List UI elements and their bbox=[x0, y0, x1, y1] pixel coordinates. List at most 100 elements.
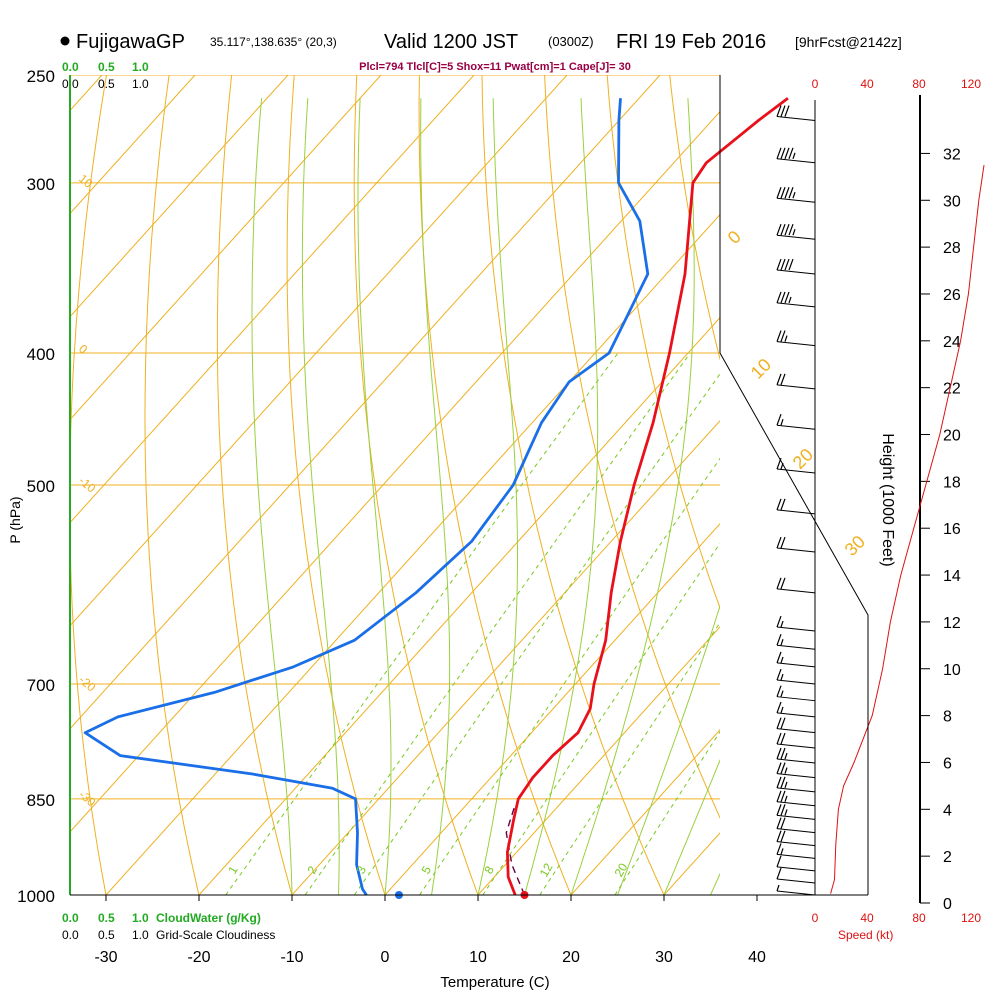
wind-barb bbox=[776, 615, 816, 632]
valid-utc: (0300Z) bbox=[548, 34, 594, 49]
pressure-tick-label: 500 bbox=[27, 477, 55, 496]
temperature-axis: -30 -20 -10 0 10 20 30 40 bbox=[94, 895, 766, 966]
temperature-tick-label: 30 bbox=[655, 949, 673, 966]
speed-top-tick: 80 bbox=[912, 77, 926, 91]
cloudiness-bottom-tick: 0.0 bbox=[62, 928, 79, 942]
theta-label: 0 bbox=[724, 227, 745, 248]
dewpoint-profile bbox=[83, 98, 650, 896]
isotherm-line bbox=[477, 626, 720, 895]
wind-barb bbox=[776, 291, 816, 308]
pressure-axis: 250 300 400 500 700 850 1000 bbox=[17, 67, 55, 906]
wind-barb bbox=[776, 762, 816, 779]
wind-barb bbox=[776, 817, 816, 834]
moist-adiabat-line bbox=[617, 604, 720, 895]
height-tick-label: 2 bbox=[943, 849, 952, 866]
moist-adiabat-line bbox=[357, 98, 392, 895]
moist-adiabat-line bbox=[301, 98, 340, 895]
wind-barb bbox=[776, 732, 816, 749]
cloudwater-top-tick: 1.0 bbox=[132, 60, 149, 74]
speed-axis-title: Speed (kt) bbox=[838, 928, 893, 942]
height-tick-label: 18 bbox=[943, 474, 961, 491]
temperature-profile bbox=[505, 97, 789, 896]
isotherm-line bbox=[850, 75, 1000, 895]
wind-barb bbox=[776, 258, 816, 275]
isotherm-line bbox=[70, 75, 289, 318]
dry-adiabat-line bbox=[606, 75, 720, 610]
dry-adiabat-line bbox=[216, 75, 293, 895]
cloudiness-top-tick: 1.0 bbox=[132, 77, 149, 91]
wind-barb bbox=[776, 577, 816, 594]
wind-barb bbox=[776, 668, 816, 685]
wind-barb bbox=[776, 747, 816, 764]
mixing-ratio-line bbox=[539, 621, 720, 895]
wind-barb bbox=[776, 147, 816, 164]
mixing-ratio-line bbox=[482, 542, 720, 895]
dry-adiabat-line bbox=[544, 75, 720, 819]
station-marker-icon bbox=[60, 36, 70, 46]
wind-barb bbox=[776, 867, 816, 884]
cloudiness-top-tick: 0.5 bbox=[98, 77, 115, 91]
wind-barb bbox=[776, 701, 816, 718]
temperature-tick-label: 0 bbox=[381, 949, 390, 966]
wind-barb bbox=[776, 414, 816, 430]
wind-barb bbox=[776, 651, 816, 668]
wind-barb bbox=[776, 373, 816, 390]
theta-label: 20 bbox=[789, 445, 817, 473]
wind-barb bbox=[776, 830, 816, 847]
wind-barb bbox=[776, 776, 816, 793]
speed-top-tick: 0 bbox=[812, 77, 819, 91]
wind-barb bbox=[776, 536, 816, 553]
height-tick-label: 4 bbox=[943, 802, 952, 819]
moist-adiabat-line bbox=[251, 98, 293, 895]
height-tick-label: 0 bbox=[943, 896, 952, 913]
temperature-axis-title: Temperature (C) bbox=[440, 974, 549, 991]
wind-barb bbox=[776, 884, 816, 896]
pressure-tick-label: 300 bbox=[27, 175, 55, 194]
wind-barb bbox=[776, 498, 816, 515]
height-tick-label: 6 bbox=[943, 755, 952, 772]
wind-barb bbox=[776, 634, 816, 650]
dry-adiabat-line bbox=[669, 75, 720, 361]
wind-barb bbox=[776, 804, 816, 820]
mixing-ratio-line bbox=[419, 457, 720, 895]
temperature-tick-label: 20 bbox=[562, 949, 580, 966]
thermo-background bbox=[70, 51, 1000, 895]
height-tick-label: 12 bbox=[943, 615, 961, 632]
dry-adiabat-line bbox=[729, 51, 1000, 895]
temperature-tick-label: 40 bbox=[748, 949, 766, 966]
moist-adiabat-line bbox=[477, 98, 518, 895]
valid-time: Valid 1200 JST bbox=[384, 31, 518, 53]
height-tick-label: 10 bbox=[943, 662, 961, 679]
wind-barb bbox=[776, 855, 816, 872]
cloudiness-label: Grid-Scale Cloudiness bbox=[156, 928, 275, 942]
dry-adiabat-line bbox=[853, 51, 1000, 895]
temperature-tick-label: -20 bbox=[187, 949, 210, 966]
height-tick-label: 22 bbox=[943, 381, 961, 398]
stability-indices: Plcl=794 Tlcl[C]=5 Shox=11 Pwat[cm]=1 Ca… bbox=[359, 61, 631, 73]
speed-bottom-tick: 80 bbox=[912, 911, 926, 925]
height-tick-label: 28 bbox=[943, 240, 961, 257]
cloudwater-bottom-tick: 0.5 bbox=[98, 911, 115, 925]
speed-top-tick: 120 bbox=[961, 77, 981, 91]
forecast-info: [9hrFcst@2142z] bbox=[795, 34, 902, 50]
moist-adiabat-line bbox=[710, 872, 720, 895]
wind-barb bbox=[776, 717, 816, 734]
height-tick-label: 30 bbox=[943, 193, 961, 210]
moist-adiabat-line bbox=[524, 98, 599, 895]
cloudwater-bottom-tick: 0.0 bbox=[62, 911, 79, 925]
mixing-ratio-line bbox=[353, 373, 720, 895]
isotherm-line bbox=[384, 523, 720, 895]
speed-bottom-tick: 0 bbox=[812, 911, 819, 925]
speed-height-panel: 0040408080120120024681012141618202224262… bbox=[812, 77, 985, 925]
cloudwater-top-tick: 0.5 bbox=[98, 60, 115, 74]
height-tick-label: 14 bbox=[943, 568, 961, 585]
dry-adiabat-line bbox=[144, 75, 200, 895]
wind-barb bbox=[776, 685, 816, 702]
speed-bottom-tick: 40 bbox=[860, 911, 874, 925]
cloudiness-bottom-tick: 0.5 bbox=[98, 928, 115, 942]
dry-adiabat-line bbox=[70, 75, 108, 895]
station-coords: 35.117°,138.635° (20,3) bbox=[210, 35, 337, 49]
speed-top-tick: 40 bbox=[860, 77, 874, 91]
cloudwater-bottom-tick: 1.0 bbox=[132, 911, 149, 925]
